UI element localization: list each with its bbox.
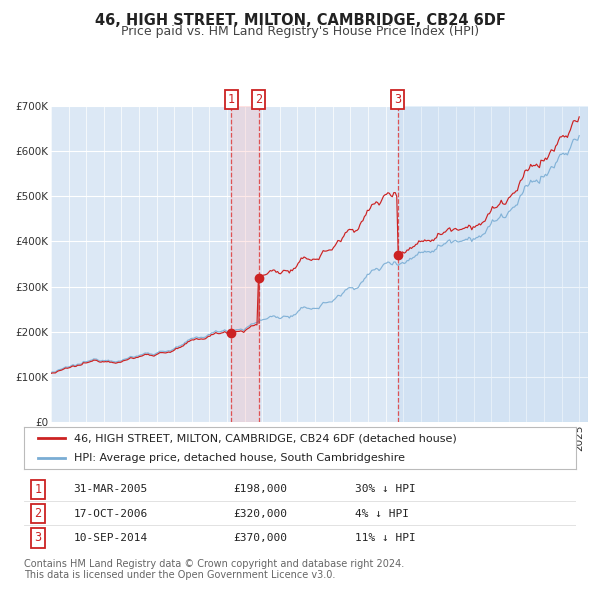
- Text: 31-MAR-2005: 31-MAR-2005: [74, 484, 148, 494]
- Text: 1: 1: [34, 483, 41, 496]
- Text: 4% ↓ HPI: 4% ↓ HPI: [355, 509, 409, 519]
- Text: Contains HM Land Registry data © Crown copyright and database right 2024.: Contains HM Land Registry data © Crown c…: [24, 559, 404, 569]
- Text: 2: 2: [34, 507, 41, 520]
- Text: HPI: Average price, detached house, South Cambridgeshire: HPI: Average price, detached house, Sout…: [74, 453, 404, 463]
- Text: 1: 1: [228, 93, 235, 106]
- Text: 46, HIGH STREET, MILTON, CAMBRIDGE, CB24 6DF: 46, HIGH STREET, MILTON, CAMBRIDGE, CB24…: [95, 13, 505, 28]
- Bar: [232, 106, 259, 422]
- Text: This data is licensed under the Open Government Licence v3.0.: This data is licensed under the Open Gov…: [24, 570, 335, 580]
- Text: £320,000: £320,000: [234, 509, 288, 519]
- Text: 17-OCT-2006: 17-OCT-2006: [74, 509, 148, 519]
- Text: 11% ↓ HPI: 11% ↓ HPI: [355, 533, 416, 543]
- Text: 46, HIGH STREET, MILTON, CAMBRIDGE, CB24 6DF (detached house): 46, HIGH STREET, MILTON, CAMBRIDGE, CB24…: [74, 433, 457, 443]
- Text: 10-SEP-2014: 10-SEP-2014: [74, 533, 148, 543]
- Text: 3: 3: [394, 93, 401, 106]
- Text: 30% ↓ HPI: 30% ↓ HPI: [355, 484, 416, 494]
- Text: 3: 3: [34, 532, 41, 545]
- Text: £198,000: £198,000: [234, 484, 288, 494]
- Text: 2: 2: [255, 93, 262, 106]
- Bar: [398, 106, 588, 422]
- Text: £370,000: £370,000: [234, 533, 288, 543]
- Text: Price paid vs. HM Land Registry's House Price Index (HPI): Price paid vs. HM Land Registry's House …: [121, 25, 479, 38]
